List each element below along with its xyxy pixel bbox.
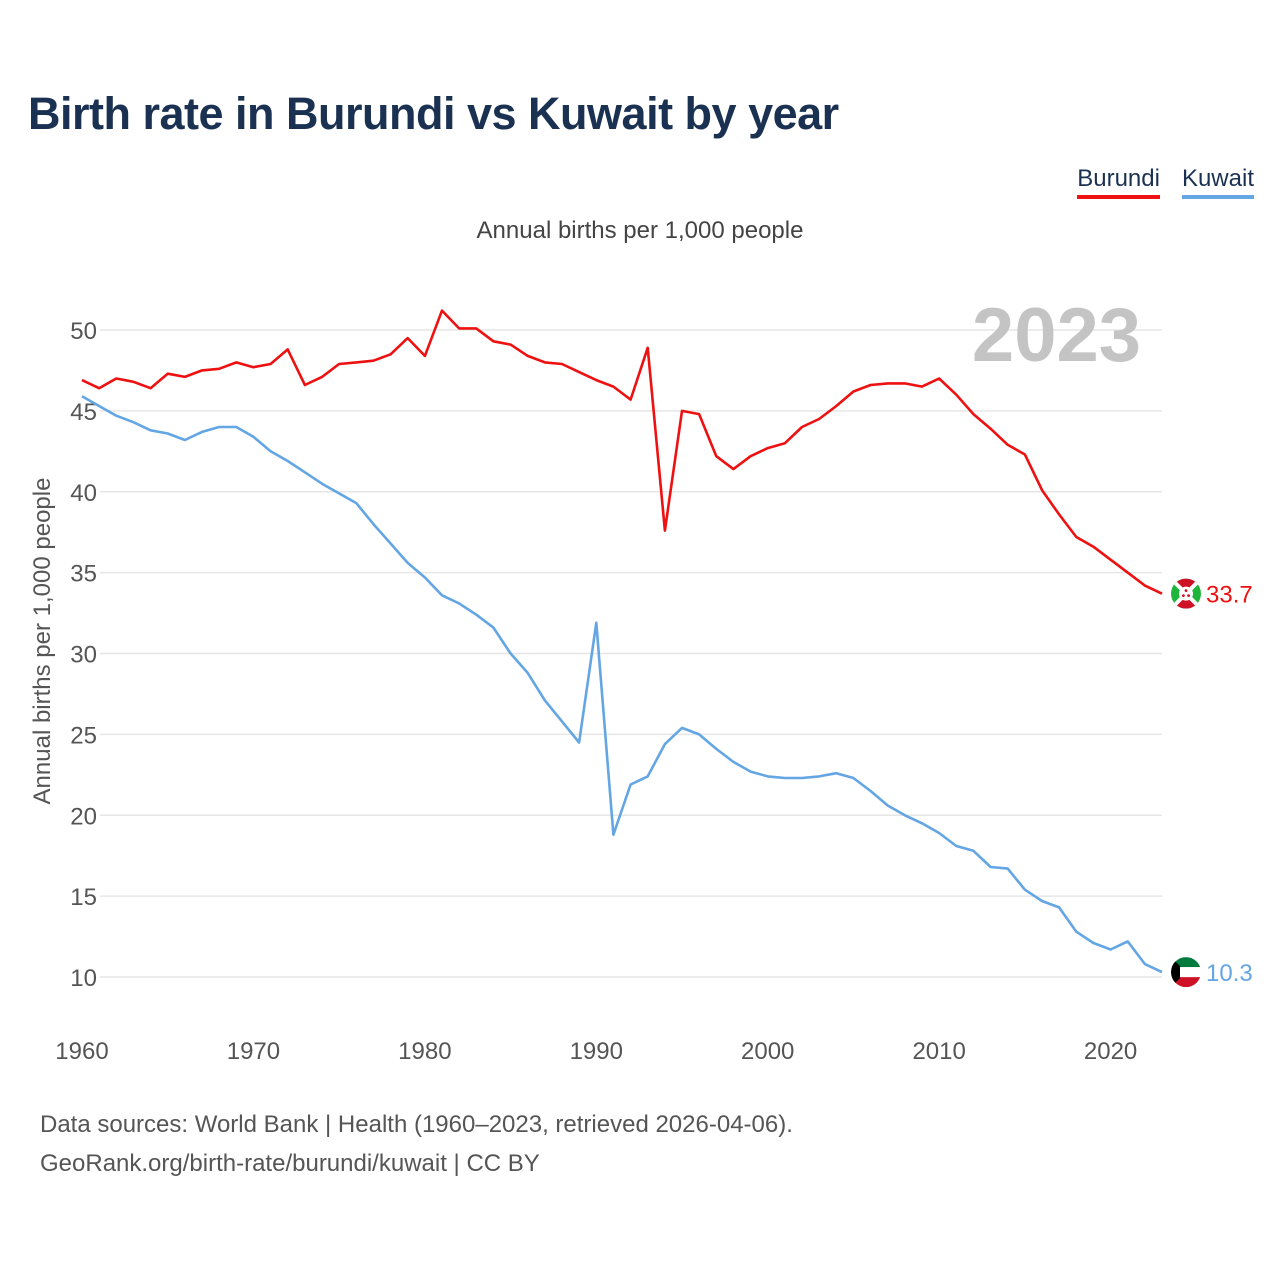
x-tick-label: 2010 — [912, 1038, 965, 1065]
kuwait-flag-icon — [1171, 957, 1201, 988]
y-tick-label: 25 — [70, 722, 97, 749]
data-source-note: Data sources: World Bank | Health (1960–… — [40, 1111, 793, 1138]
end-value-label-kuwait: 10.3 — [1206, 960, 1253, 987]
x-tick-label: 2020 — [1084, 1038, 1137, 1065]
y-tick-label: 15 — [70, 884, 97, 911]
x-tick-label: 1990 — [570, 1038, 623, 1065]
footer: Data sources: World Bank | Health (1960–… — [40, 1105, 793, 1183]
legend-item-burundi[interactable]: Burundi — [1077, 165, 1160, 199]
y-tick-label: 35 — [70, 561, 97, 588]
y-tick-label: 50 — [70, 318, 97, 345]
x-tick-label: 1970 — [227, 1038, 280, 1065]
series-line-kuwait — [81, 395, 1163, 974]
y-tick-label: 40 — [70, 480, 97, 507]
legend-item-kuwait[interactable]: Kuwait — [1181, 165, 1254, 199]
series-line-burundi — [81, 309, 1163, 595]
x-tick-label: 1960 — [55, 1038, 108, 1065]
year-label: 2023 — [972, 293, 1141, 378]
y-tick-label: 20 — [70, 803, 97, 830]
end-value-label-burundi: 33.7 — [1206, 582, 1253, 609]
chart-subtitle: Annual births per 1,000 people — [476, 217, 804, 244]
y-tick-label: 10 — [70, 965, 97, 992]
y-tick-label: 30 — [70, 642, 97, 669]
burundi-flag-icon — [1171, 578, 1201, 609]
attribution[interactable]: GeoRank.org/birth-rate/burundi/kuwait | … — [40, 1150, 540, 1177]
x-tick-label: 2000 — [741, 1038, 794, 1065]
chart-title: Birth rate in Burundi vs Kuwait by year — [28, 88, 839, 139]
legend: Burundi Kuwait — [1077, 165, 1254, 199]
x-tick-label: 1980 — [398, 1038, 451, 1065]
y-axis-label: Annual births per 1,000 people — [29, 478, 56, 805]
